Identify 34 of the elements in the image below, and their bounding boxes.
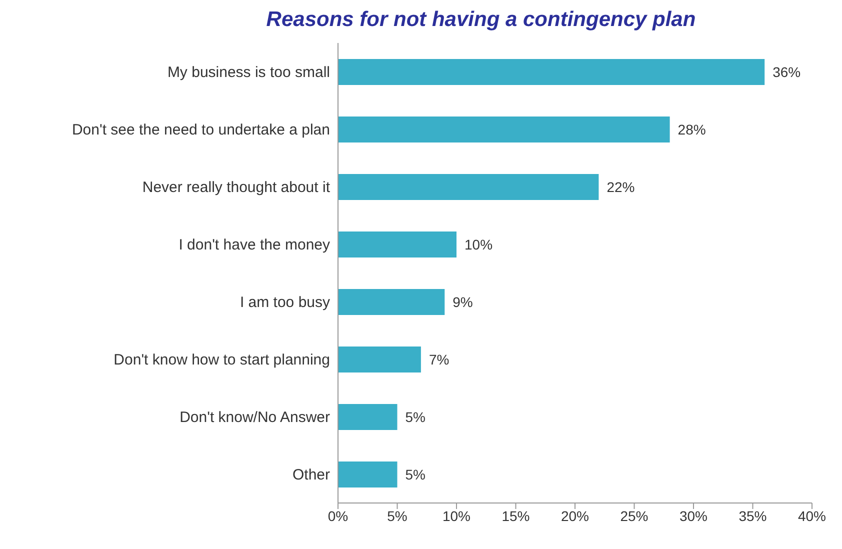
x-tick-label: 5% xyxy=(387,508,408,524)
x-tick-label: 20% xyxy=(560,508,590,524)
data-label: 5% xyxy=(405,408,426,425)
data-label: 7% xyxy=(428,351,450,368)
x-tick-label: 0% xyxy=(328,508,348,524)
y-tick-label: Don't see the need to undertake a plan xyxy=(72,122,330,139)
chart-title: Reasons for not having a contingency plan xyxy=(265,8,697,33)
y-tick-label: Other xyxy=(292,466,330,484)
bar xyxy=(338,59,765,85)
data-label: 36% xyxy=(772,64,801,80)
bar xyxy=(338,462,398,488)
x-tick-label: 40% xyxy=(798,508,826,524)
y-tick-label: Never really thought about it xyxy=(142,179,331,196)
bar xyxy=(338,174,599,200)
data-label: 9% xyxy=(452,294,473,310)
data-label: 22% xyxy=(606,178,635,195)
y-tick-label: My business is too small xyxy=(167,64,330,82)
y-tick-label: Don't know/No Answer xyxy=(180,409,330,426)
bar xyxy=(338,116,670,142)
y-tick-label: I am too busy xyxy=(240,294,330,312)
y-tick-label: Don't know how to start planning xyxy=(114,352,330,369)
x-tick-label: 30% xyxy=(679,508,708,524)
x-tick-label: 15% xyxy=(502,508,530,524)
bar xyxy=(338,346,421,372)
data-label: 28% xyxy=(678,121,706,138)
x-tick-label: 25% xyxy=(620,508,648,524)
bar xyxy=(338,404,398,430)
bar xyxy=(338,232,456,258)
x-tick-label: 10% xyxy=(442,508,471,524)
data-label: 5% xyxy=(405,466,426,482)
y-tick-label: I don't have the money xyxy=(178,236,330,254)
x-tick-label: 35% xyxy=(738,508,767,524)
data-label: 10% xyxy=(464,236,493,252)
bar xyxy=(338,289,445,315)
